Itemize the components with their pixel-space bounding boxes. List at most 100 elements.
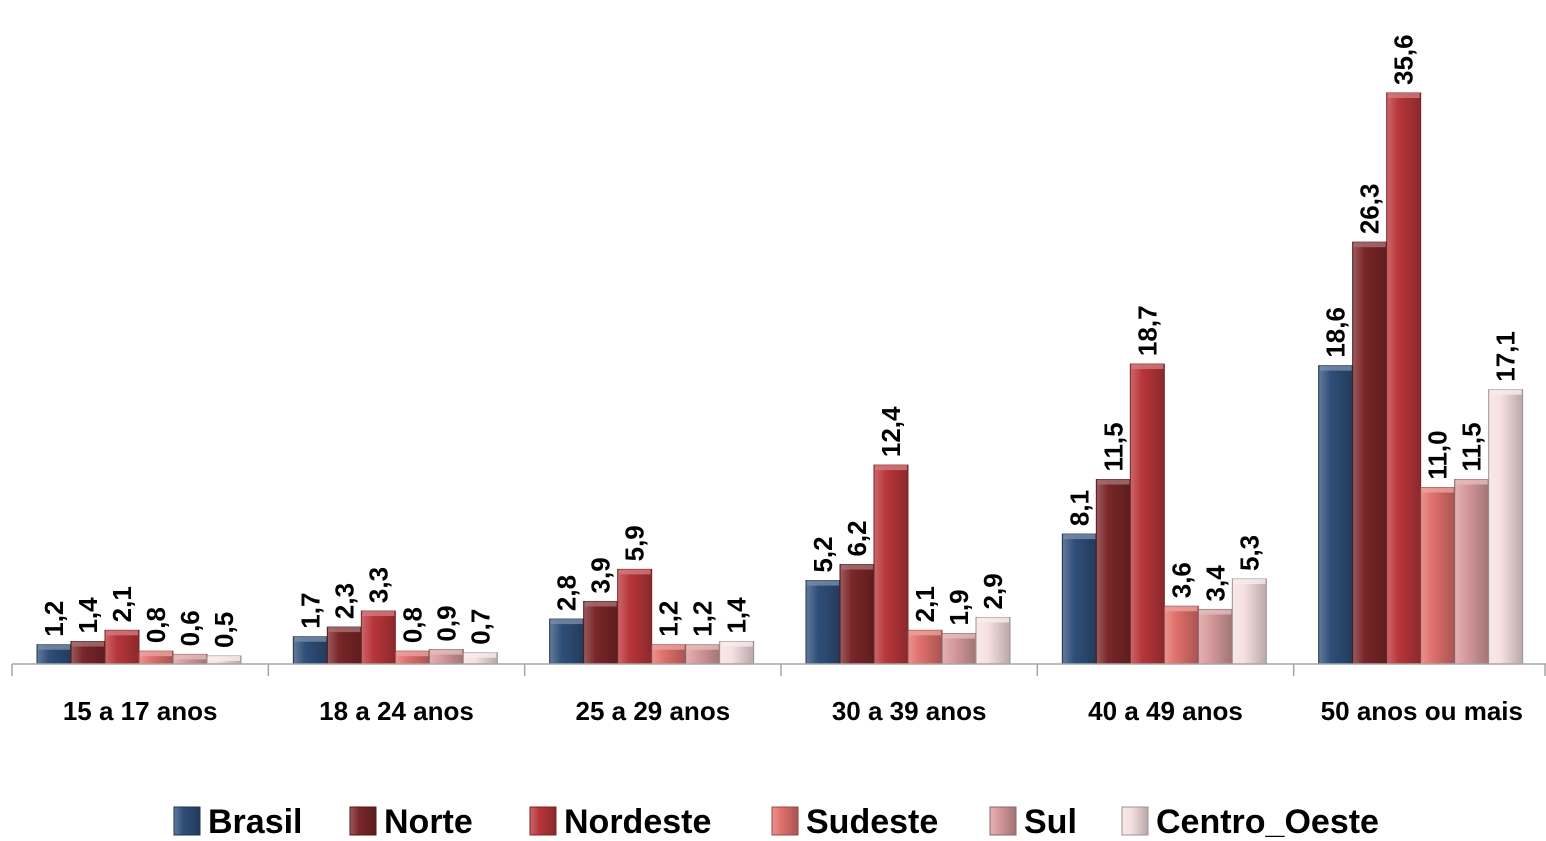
bar-cap-centro_oeste-3 (720, 641, 753, 647)
legend-swatch-brasil (173, 806, 201, 836)
bar-brasil-3 (549, 618, 585, 665)
data-label-sul-1: 0,6 (175, 610, 205, 646)
bar-centro_oeste-6 (1488, 389, 1524, 665)
legend-label-centro_oeste: Centro_Oeste (1156, 803, 1379, 841)
x-tick-label-5: 40 a 49 anos (1088, 696, 1243, 726)
x-tick-label-3: 25 a 29 anos (576, 696, 731, 726)
bar-norte-2 (326, 626, 362, 665)
bar-cap-sudeste-1 (140, 651, 172, 657)
data-label-sul-4: 1,9 (944, 589, 974, 625)
legend-label-sul: Sul (1024, 803, 1077, 841)
legend-swatch-sul (989, 806, 1017, 836)
x-tick-label-2: 18 a 24 anos (319, 696, 474, 726)
bar-cap-sul-5 (1199, 609, 1232, 615)
bar-centro_oeste-5 (1231, 578, 1267, 665)
bar-cap-sudeste-5 (1165, 606, 1198, 612)
data-label-sul-3: 1,2 (688, 601, 718, 637)
bar-sul-6 (1454, 479, 1490, 665)
x-tick-label-6: 50 anos ou mais (1321, 696, 1523, 726)
bar-sul-4 (941, 633, 977, 665)
legend-swatch-centro_oeste (1121, 806, 1149, 836)
data-label-sudeste-4: 2,1 (910, 586, 940, 622)
bar-cap-brasil-1 (38, 644, 70, 650)
bar-cap-nordeste-1 (106, 630, 138, 636)
bar-cap-sudeste-2 (396, 651, 429, 657)
bar-cap-sul-2 (430, 649, 463, 655)
data-labels-layer: 1,2 1,4 2,10,8 0,6 0,51,7 2,3 3,30,8 0,9 0,72,8 3… (39, 34, 1521, 648)
data-label-nordeste-5: 18,7 (1132, 305, 1162, 356)
bar-brasil-6 (1318, 365, 1354, 665)
bar-cap-centro_oeste-5 (1233, 578, 1266, 584)
bars-layer (36, 92, 1524, 665)
data-label-brasil-6: 18,6 (1321, 307, 1351, 358)
bar-sudeste-6 (1420, 487, 1456, 665)
bar-cap-brasil-5 (1063, 534, 1096, 540)
data-label-nordeste-4: 12,4 (876, 406, 906, 457)
bar-cap-norte-4 (841, 564, 873, 570)
bar-cap-norte-2 (328, 627, 361, 633)
bar-cap-norte-3 (584, 601, 617, 607)
bar-cap-sul-4 (943, 633, 975, 639)
bar-cap-nordeste-6 (1387, 93, 1420, 98)
x-tick-label-1: 15 a 17 anos (63, 696, 218, 726)
legend-swatch-sudeste (771, 806, 799, 836)
bar-nordeste-4 (873, 464, 909, 665)
data-label-sudeste-2: 0,8 (397, 607, 427, 643)
bar-sudeste-4 (907, 629, 943, 665)
data-label-sudeste-5: 3,6 (1166, 562, 1196, 598)
legend-swatch-nordeste (529, 806, 557, 836)
bar-cap-brasil-6 (1319, 365, 1352, 371)
data-label-centro_oeste-4: 2,9 (978, 573, 1008, 609)
bar-cap-sudeste-6 (1421, 487, 1454, 493)
bar-norte-6 (1352, 241, 1388, 665)
data-label-brasil-5: 8,1 (1064, 490, 1094, 526)
bar-cap-brasil-2 (294, 636, 327, 642)
bar-cap-centro_oeste-1 (208, 655, 240, 661)
bar-cap-brasil-4 (807, 580, 839, 586)
data-label-sul-5: 3,4 (1200, 565, 1230, 602)
x-axis: 15 a 17 anos 18 a 24 anos 25 a 29 anos 30 a… (11, 663, 1546, 726)
bar-cap-sudeste-3 (652, 644, 685, 650)
legend: Brasil Norte Nordeste Sudeste Sul Centro_Oest… (173, 803, 1379, 841)
data-label-sudeste-6: 11,0 (1423, 430, 1453, 479)
bar-norte-4 (839, 564, 875, 665)
bar-cap-brasil-3 (550, 619, 583, 625)
bar-brasil-4 (805, 580, 841, 665)
bar-cap-sul-3 (686, 644, 719, 650)
bar-cap-nordeste-5 (1131, 364, 1164, 370)
data-label-sul-2: 0,9 (431, 605, 461, 641)
data-label-norte-1: 1,4 (73, 597, 103, 634)
bar-norte-5 (1095, 479, 1131, 665)
data-label-sul-6: 11,5 (1457, 422, 1487, 471)
legend-label-sudeste: Sudeste (806, 803, 938, 841)
data-label-centro_oeste-2: 0,7 (465, 609, 495, 645)
data-label-nordeste-3: 5,9 (620, 525, 650, 561)
data-label-norte-3: 3,9 (586, 557, 616, 593)
data-label-centro_oeste-5: 5,3 (1234, 535, 1264, 571)
bar-centro_oeste-4 (975, 616, 1011, 665)
bar-cap-nordeste-4 (875, 465, 907, 471)
bar-cap-norte-5 (1097, 479, 1130, 485)
bar-cap-centro_oeste-2 (464, 652, 497, 658)
bar-nordeste-6 (1386, 92, 1422, 665)
data-label-brasil-3: 2,8 (552, 575, 582, 611)
legend-label-norte: Norte (384, 803, 473, 841)
data-label-nordeste-2: 3,3 (363, 567, 393, 603)
data-label-norte-6: 26,3 (1355, 184, 1385, 235)
bar-cap-sul-6 (1455, 479, 1488, 485)
legend-label-nordeste: Nordeste (564, 803, 711, 841)
bar-sudeste-5 (1163, 605, 1199, 665)
data-label-centro_oeste-3: 1,4 (722, 597, 752, 634)
data-label-sudeste-3: 1,2 (654, 601, 684, 637)
bar-nordeste-2 (360, 610, 396, 665)
bar-nordeste-5 (1129, 363, 1165, 665)
bar-norte-3 (583, 600, 619, 665)
data-label-norte-4: 6,2 (842, 520, 872, 556)
bar-cap-sul-1 (174, 654, 206, 660)
bar-cap-centro_oeste-4 (977, 617, 1009, 623)
bar-nordeste-3 (617, 568, 653, 665)
bar-cap-centro_oeste-6 (1489, 389, 1522, 395)
data-label-centro_oeste-1: 0,5 (209, 612, 239, 648)
bar-brasil-5 (1061, 533, 1097, 665)
x-tick-label-4: 30 a 39 anos (832, 696, 987, 726)
